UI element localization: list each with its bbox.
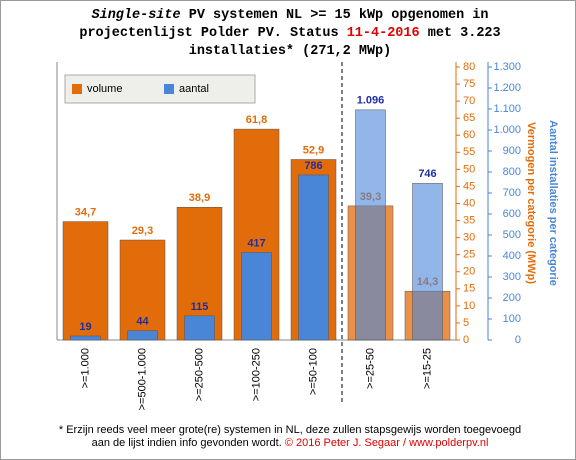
bar: [70, 335, 101, 341]
value-label: 52,9: [303, 144, 324, 156]
y-tick-label: 15: [463, 283, 475, 295]
value-label: 44: [136, 316, 149, 328]
value-label: 19: [79, 321, 91, 333]
chart-title-part: Single-site: [92, 8, 181, 23]
chart-title-part: projectenlijst Polder PV. Status: [79, 26, 346, 41]
y-tick-label: 80: [463, 61, 475, 73]
chart-title-part: met 3.223: [420, 26, 501, 41]
y-tick-label: 0: [463, 334, 469, 346]
footnote: * Erzijn reeds veel meer grote(re) syste…: [59, 424, 521, 436]
legend-label: aantal: [179, 83, 209, 95]
y-axis-title: Vermogen per categorie (MWp): [525, 122, 537, 284]
chart-title-part: PV systemen NL >= 15 kWp opgenomen in: [181, 8, 489, 23]
x-tick-label: >=500-1.000: [136, 348, 148, 410]
chart-title: Single-site PV systemen NL >= 15 kWp opg…: [92, 8, 489, 23]
y-tick-label: 50: [463, 163, 475, 175]
y2-tick-label: 1.300: [493, 61, 521, 73]
y-tick-label: 5: [463, 317, 469, 329]
x-tick-label: >=100-250: [250, 348, 262, 401]
x-tick-label: >=15-25: [421, 348, 433, 389]
y2-tick-label: 300: [503, 271, 521, 283]
legend-label: volume: [87, 83, 122, 95]
y-tick-label: 60: [463, 129, 475, 141]
y-tick-label: 20: [463, 266, 475, 278]
value-label: 34,7: [75, 206, 96, 218]
y2-tick-label: 1.000: [493, 124, 521, 136]
bar: [119, 239, 166, 341]
y2-tick-label: 500: [503, 229, 521, 241]
y2-tick-label: 400: [503, 250, 521, 262]
bar: [241, 252, 272, 341]
footnote-part: * Erzijn reeds veel meer grote(re) syste…: [59, 424, 521, 436]
x-tick-label: >=1.000: [79, 348, 91, 388]
chart-title: projectenlijst Polder PV. Status 11-4-20…: [79, 26, 500, 41]
y2-tick-label: 100: [503, 313, 521, 325]
y2-tick-label: 700: [503, 187, 521, 199]
value-label: 746: [418, 168, 436, 180]
value-label: 1.096: [357, 95, 385, 107]
bar: [355, 109, 386, 341]
value-label: 29,3: [132, 225, 153, 237]
value-label: 115: [191, 301, 209, 313]
bar: [298, 174, 329, 341]
y-tick-label: 25: [463, 249, 475, 261]
value-label: 786: [304, 160, 322, 172]
y-tick-label: 45: [463, 180, 475, 192]
x-tick-label: >=25-50: [364, 348, 376, 389]
footnote-part: © 2016 Peter J. Segaar / www.polderpv.nl: [285, 437, 489, 449]
y2-tick-label: 800: [503, 166, 521, 178]
bar: [62, 221, 109, 341]
legend-swatch: [164, 84, 174, 94]
value-label: 61,8: [246, 114, 267, 126]
bar: [412, 183, 443, 341]
value-label: 38,9: [189, 192, 210, 204]
x-tick-label: >=250-500: [193, 348, 205, 401]
chart-title-part: installaties* (271,2 MWp): [189, 44, 392, 59]
y2-tick-label: 1.200: [493, 82, 521, 94]
y-tick-label: 75: [463, 78, 475, 90]
bar: [184, 315, 215, 341]
footnote-part: aan de lijst indien info gevonden wordt.: [92, 437, 285, 449]
y-tick-label: 65: [463, 112, 475, 124]
y2-axis-title: Aantal installaties per categorie: [547, 120, 559, 286]
legend: [64, 74, 256, 104]
y2-tick-label: 900: [503, 145, 521, 157]
y2-tick-label: 200: [503, 292, 521, 304]
y-tick-label: 30: [463, 232, 475, 244]
y2-tick-label: 1.100: [493, 103, 521, 115]
legend-swatch: [72, 84, 82, 94]
y-tick-label: 55: [463, 146, 475, 158]
y-tick-label: 10: [463, 300, 475, 312]
x-tick-label: >=50-100: [307, 348, 319, 395]
footnote: aan de lijst indien info gevonden wordt.…: [92, 437, 489, 449]
y2-tick-label: 0: [515, 334, 521, 346]
y-tick-label: 40: [463, 197, 475, 209]
y-tick-label: 70: [463, 95, 475, 107]
y2-tick-label: 600: [503, 208, 521, 220]
value-label: 417: [247, 237, 265, 249]
y-tick-label: 35: [463, 214, 475, 226]
chart-title: installaties* (271,2 MWp): [189, 44, 392, 59]
chart-title-part: 11-4-2016: [347, 26, 420, 41]
bar: [127, 330, 158, 341]
